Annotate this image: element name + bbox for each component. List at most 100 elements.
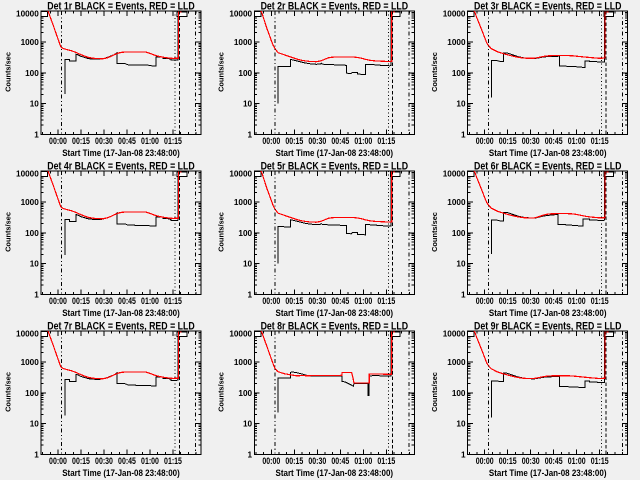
svg-text:01:00: 01:00: [568, 296, 586, 306]
svg-text:00:30: 00:30: [308, 136, 326, 146]
svg-text:01:15: 01:15: [377, 296, 395, 306]
svg-text:00:00: 00:00: [49, 136, 67, 146]
svg-text:10000: 10000: [229, 169, 252, 178]
svg-text:1000: 1000: [447, 38, 466, 47]
svg-text:1: 1: [248, 131, 253, 140]
svg-text:Counts/sec: Counts/sec: [430, 52, 439, 92]
svg-text:01:00: 01:00: [141, 456, 159, 466]
svg-text:00:45: 00:45: [118, 456, 136, 466]
svg-text:00:00: 00:00: [49, 296, 67, 306]
svg-text:Start Time (17-Jan-08 23:48:00: Start Time (17-Jan-08 23:48:00): [489, 467, 607, 478]
svg-text:00:15: 00:15: [285, 456, 303, 466]
svg-text:Det 4r BLACK = Events, RED = L: Det 4r BLACK = Events, RED = LLD: [47, 160, 194, 172]
svg-text:00:45: 00:45: [118, 296, 136, 306]
svg-text:01:15: 01:15: [164, 456, 182, 466]
svg-text:01:00: 01:00: [568, 456, 586, 466]
svg-text:10000: 10000: [443, 9, 466, 18]
svg-text:Counts/sec: Counts/sec: [217, 212, 226, 252]
svg-text:01:15: 01:15: [591, 136, 609, 146]
svg-text:10000: 10000: [229, 9, 252, 18]
svg-text:1: 1: [248, 291, 253, 300]
svg-text:00:45: 00:45: [545, 136, 563, 146]
svg-text:1: 1: [461, 131, 466, 140]
svg-text:Counts/sec: Counts/sec: [3, 52, 12, 92]
svg-text:00:15: 00:15: [285, 136, 303, 146]
svg-text:1000: 1000: [447, 198, 466, 207]
svg-text:Det 6r BLACK = Events, RED = L: Det 6r BLACK = Events, RED = LLD: [474, 160, 621, 172]
svg-text:Det 3r BLACK = Events, RED = L: Det 3r BLACK = Events, RED = LLD: [474, 0, 621, 12]
svg-text:1000: 1000: [234, 198, 253, 207]
svg-text:100: 100: [25, 389, 39, 398]
svg-text:100: 100: [238, 69, 252, 78]
svg-text:00:00: 00:00: [476, 136, 494, 146]
svg-text:Start Time (17-Jan-08 23:48:00: Start Time (17-Jan-08 23:48:00): [62, 147, 180, 158]
svg-text:00:15: 00:15: [72, 136, 90, 146]
svg-text:10: 10: [30, 420, 40, 429]
svg-text:01:15: 01:15: [164, 296, 182, 306]
svg-text:00:15: 00:15: [499, 456, 517, 466]
svg-text:Counts/sec: Counts/sec: [430, 212, 439, 252]
svg-text:1: 1: [461, 291, 466, 300]
svg-text:00:00: 00:00: [49, 456, 67, 466]
svg-text:1000: 1000: [447, 358, 466, 367]
svg-text:100: 100: [25, 229, 39, 238]
svg-text:10: 10: [243, 420, 253, 429]
svg-text:01:00: 01:00: [141, 296, 159, 306]
svg-text:10: 10: [243, 100, 253, 109]
svg-text:00:30: 00:30: [522, 136, 540, 146]
svg-text:00:45: 00:45: [331, 296, 349, 306]
svg-text:00:15: 00:15: [72, 296, 90, 306]
svg-text:100: 100: [238, 229, 252, 238]
svg-text:00:00: 00:00: [476, 456, 494, 466]
svg-text:Start Time (17-Jan-08 23:48:00: Start Time (17-Jan-08 23:48:00): [62, 467, 180, 478]
svg-text:Det 2r BLACK = Events, RED = L: Det 2r BLACK = Events, RED = LLD: [261, 0, 408, 12]
svg-text:1000: 1000: [234, 38, 253, 47]
svg-text:Det 1r BLACK = Events, RED = L: Det 1r BLACK = Events, RED = LLD: [47, 0, 194, 12]
svg-text:10: 10: [30, 260, 40, 269]
svg-text:10: 10: [30, 100, 40, 109]
svg-text:00:00: 00:00: [262, 456, 280, 466]
svg-text:Counts/sec: Counts/sec: [217, 372, 226, 412]
svg-text:10000: 10000: [16, 9, 39, 18]
svg-text:00:30: 00:30: [522, 296, 540, 306]
svg-text:100: 100: [452, 69, 466, 78]
svg-text:10: 10: [243, 260, 253, 269]
svg-text:00:45: 00:45: [331, 456, 349, 466]
svg-text:Start Time (17-Jan-08 23:48:00: Start Time (17-Jan-08 23:48:00): [276, 307, 394, 318]
svg-text:01:15: 01:15: [591, 296, 609, 306]
svg-text:100: 100: [452, 389, 466, 398]
svg-text:1: 1: [248, 451, 253, 460]
svg-text:00:00: 00:00: [262, 296, 280, 306]
svg-text:Det 5r BLACK = Events, RED = L: Det 5r BLACK = Events, RED = LLD: [261, 160, 408, 172]
svg-text:00:00: 00:00: [262, 136, 280, 146]
svg-text:1: 1: [34, 451, 39, 460]
svg-text:Det 8r BLACK = Events, RED = L: Det 8r BLACK = Events, RED = LLD: [261, 320, 408, 332]
svg-text:10: 10: [456, 420, 466, 429]
svg-text:00:15: 00:15: [499, 136, 517, 146]
svg-text:01:15: 01:15: [377, 136, 395, 146]
svg-text:00:30: 00:30: [95, 136, 113, 146]
svg-text:Counts/sec: Counts/sec: [217, 52, 226, 92]
svg-text:Start Time (17-Jan-08 23:48:00: Start Time (17-Jan-08 23:48:00): [62, 307, 180, 318]
svg-text:1: 1: [34, 131, 39, 140]
svg-text:01:15: 01:15: [591, 456, 609, 466]
svg-text:00:30: 00:30: [308, 296, 326, 306]
svg-text:10000: 10000: [16, 329, 39, 338]
svg-text:Det 7r BLACK = Events, RED = L: Det 7r BLACK = Events, RED = LLD: [47, 320, 194, 332]
svg-text:01:15: 01:15: [377, 456, 395, 466]
svg-text:01:00: 01:00: [354, 456, 372, 466]
svg-text:01:00: 01:00: [141, 136, 159, 146]
svg-text:10: 10: [456, 260, 466, 269]
svg-text:Start Time (17-Jan-08 23:48:00: Start Time (17-Jan-08 23:48:00): [489, 307, 607, 318]
svg-text:00:45: 00:45: [545, 456, 563, 466]
svg-text:01:00: 01:00: [354, 296, 372, 306]
svg-text:00:00: 00:00: [476, 296, 494, 306]
svg-text:01:15: 01:15: [164, 136, 182, 146]
svg-text:Counts/sec: Counts/sec: [430, 372, 439, 412]
svg-text:100: 100: [238, 389, 252, 398]
svg-text:00:30: 00:30: [308, 456, 326, 466]
svg-text:00:30: 00:30: [522, 456, 540, 466]
svg-text:01:00: 01:00: [568, 136, 586, 146]
svg-text:00:45: 00:45: [118, 136, 136, 146]
svg-text:00:15: 00:15: [72, 456, 90, 466]
